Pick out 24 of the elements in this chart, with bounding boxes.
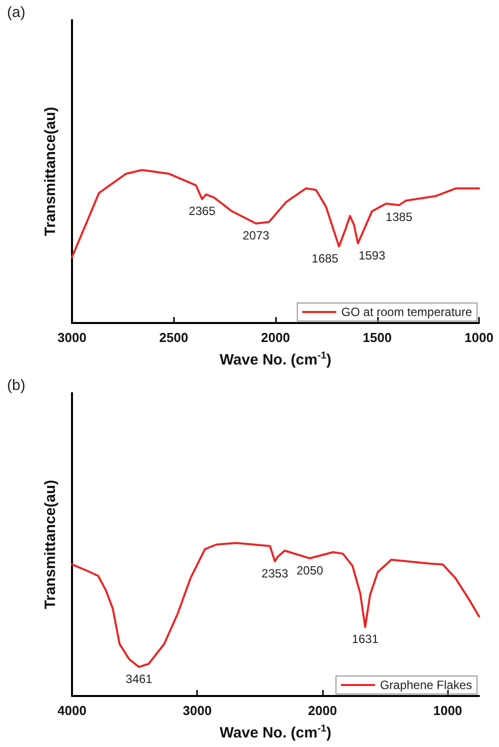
x-tick-label: 1000 (464, 330, 494, 345)
annotation: 1593 (358, 248, 386, 262)
y-axis-title: Transmittance(au) (42, 480, 59, 610)
x-tick-label: 3000 (182, 703, 212, 718)
x-tick-label: 3000 (58, 330, 86, 345)
x-tick-label: 2500 (159, 330, 188, 345)
y-axis-title: Transmittance(au) (42, 106, 59, 236)
x-tick-label: 1000 (433, 703, 462, 718)
annotation: 2050 (296, 563, 324, 578)
annotation: 1685 (312, 251, 339, 266)
annotation: 3461 (126, 672, 153, 686)
chart-title: (b) (7, 377, 26, 394)
annotation: 1385 (386, 210, 413, 224)
legend-label: Graphene Flakes (380, 678, 472, 692)
annotation: 2353 (262, 566, 289, 580)
x-tick-label: 4000 (58, 703, 86, 718)
annotation: 2365 (188, 204, 216, 218)
annotation: 1631 (352, 632, 379, 646)
annotation: 2073 (242, 228, 270, 243)
x-tick-label: 2000 (308, 703, 337, 718)
x-tick-label: 2000 (261, 330, 290, 345)
legend-label: GO at room temperature (341, 305, 472, 319)
chart-title: (a) (7, 4, 26, 21)
x-tick-label: 1500 (362, 330, 392, 345)
